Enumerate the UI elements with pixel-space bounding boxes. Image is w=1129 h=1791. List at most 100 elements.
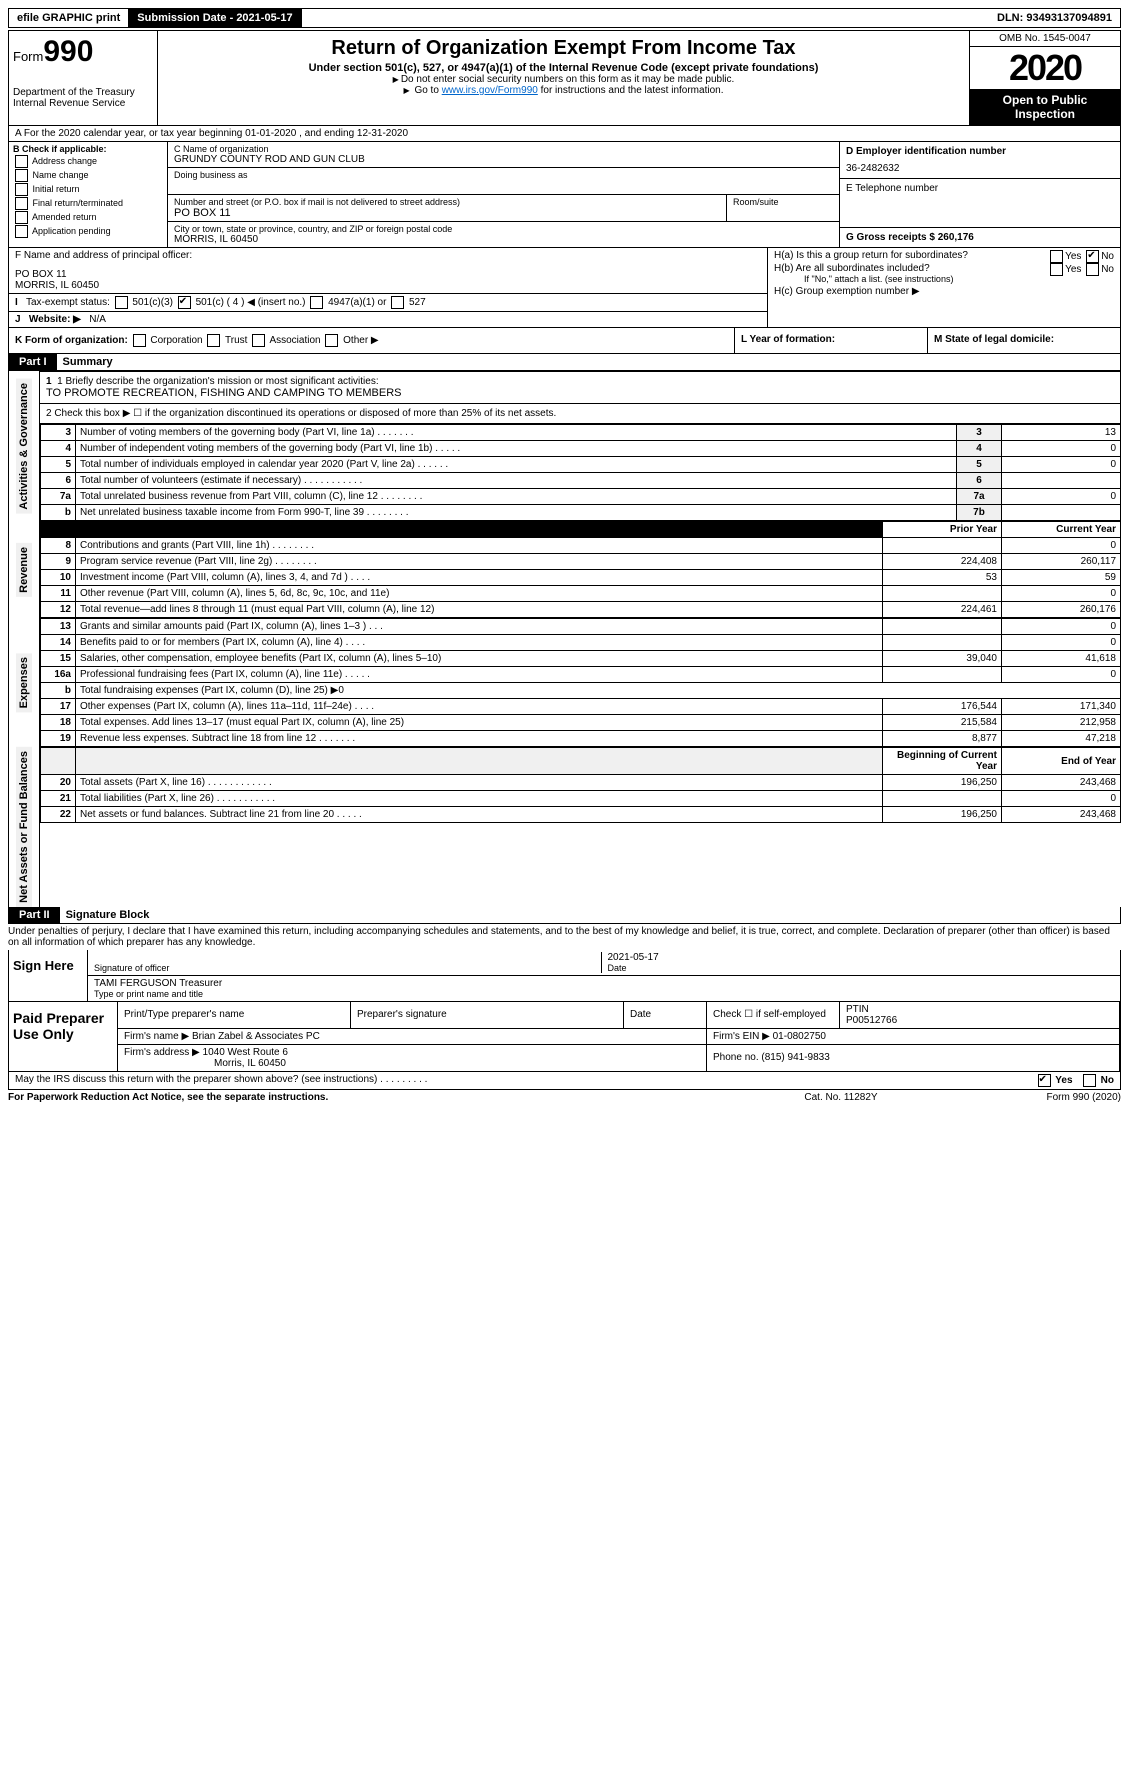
part2-badge: Part II bbox=[9, 907, 60, 923]
governance-table: 3Number of voting members of the governi… bbox=[40, 424, 1121, 521]
cb-name-change[interactable]: Name change bbox=[13, 169, 163, 182]
irs-label: Internal Revenue Service bbox=[13, 98, 153, 109]
q1-label: 1 1 Briefly describe the organization's … bbox=[46, 376, 1114, 387]
form-header: Form990 Department of the Treasury Inter… bbox=[8, 30, 1121, 126]
table-row: 12Total revenue—add lines 8 through 11 (… bbox=[41, 602, 1121, 618]
section-bcd: B Check if applicable: Address change Na… bbox=[8, 142, 1121, 248]
part2-header-row: Part II Signature Block bbox=[8, 907, 1121, 924]
penalties-text: Under penalties of perjury, I declare th… bbox=[8, 924, 1121, 950]
table-row: 16aProfessional fundraising fees (Part I… bbox=[41, 667, 1121, 683]
discuss-row: May the IRS discuss this return with the… bbox=[8, 1072, 1121, 1090]
table-row: bTotal fundraising expenses (Part IX, co… bbox=[41, 683, 1121, 699]
part1-header-row: Part I Summary bbox=[8, 354, 1121, 371]
row-k-form-org: K Form of organization: Corporation Trus… bbox=[9, 328, 735, 353]
row-a-period: A For the 2020 calendar year, or tax yea… bbox=[8, 126, 1121, 142]
part1-title: Summary bbox=[57, 356, 113, 368]
table-row: 3Number of voting members of the governi… bbox=[41, 425, 1121, 441]
row-j-website: J Website: ▶ N/A bbox=[9, 312, 767, 327]
omb-number: OMB No. 1545-0047 bbox=[970, 31, 1120, 47]
revenue-table: Prior YearCurrent Year 8Contributions an… bbox=[40, 521, 1121, 618]
cb-initial-return[interactable]: Initial return bbox=[13, 183, 163, 196]
bottom-line: For Paperwork Reduction Act Notice, see … bbox=[8, 1090, 1121, 1105]
org-address: PO BOX 11 bbox=[174, 207, 720, 219]
table-row: bNet unrelated business taxable income f… bbox=[41, 505, 1121, 521]
org-city: MORRIS, IL 60450 bbox=[174, 234, 833, 245]
sig-date: 2021-05-17 bbox=[608, 952, 659, 963]
row-i-tax-exempt: I Tax-exempt status: 501(c)(3) 501(c) ( … bbox=[9, 294, 767, 312]
cb-discuss-yes bbox=[1038, 1074, 1051, 1087]
table-row: 8Contributions and grants (Part VIII, li… bbox=[41, 538, 1121, 554]
table-row: 10Investment income (Part VIII, column (… bbox=[41, 570, 1121, 586]
table-row: 4Number of independent voting members of… bbox=[41, 441, 1121, 457]
row-klm: K Form of organization: Corporation Trus… bbox=[8, 328, 1121, 354]
vl-netassets: Net Assets or Fund Balances bbox=[16, 747, 32, 907]
vl-expenses: Expenses bbox=[16, 653, 32, 712]
firm-ein: 01-0802750 bbox=[773, 1031, 826, 1042]
table-row: 7aTotal unrelated business revenue from … bbox=[41, 489, 1121, 505]
form-number: Form990 bbox=[13, 35, 153, 69]
col-c-org-info: C Name of organization GRUNDY COUNTY ROD… bbox=[168, 142, 840, 247]
top-bar: efile GRAPHIC print Submission Date - 20… bbox=[8, 8, 1121, 28]
form-footer: Form 990 (2020) bbox=[941, 1092, 1121, 1103]
tax-year: 2020 bbox=[970, 47, 1120, 89]
dept-treasury: Department of the Treasury bbox=[13, 87, 153, 98]
submission-date: Submission Date - 2021-05-17 bbox=[129, 9, 301, 27]
section-fghj: F Name and address of principal officer:… bbox=[8, 248, 1121, 328]
form-subtitle: Under section 501(c), 527, or 4947(a)(1)… bbox=[166, 62, 961, 74]
row-m-state: M State of legal domicile: bbox=[928, 328, 1120, 353]
revenue-grid: Revenue Prior YearCurrent Year 8Contribu… bbox=[8, 521, 1121, 618]
sign-here-label: Sign Here bbox=[9, 950, 88, 1001]
table-row: 6Total number of volunteers (estimate if… bbox=[41, 473, 1121, 489]
officer-addr1: PO BOX 11 bbox=[15, 269, 761, 280]
table-row: 15Salaries, other compensation, employee… bbox=[41, 651, 1121, 667]
gross-receipts: G Gross receipts $ 260,176 bbox=[846, 232, 1114, 243]
table-row: 18Total expenses. Add lines 13–17 (must … bbox=[41, 715, 1121, 731]
cat-no: Cat. No. 11282Y bbox=[741, 1092, 941, 1103]
dln: DLN: 93493137094891 bbox=[302, 9, 1120, 27]
firm-addr1: 1040 West Route 6 bbox=[203, 1047, 288, 1058]
row-l-year: L Year of formation: bbox=[735, 328, 928, 353]
cb-final-return[interactable]: Final return/terminated bbox=[13, 197, 163, 210]
governance-grid: Activities & Governance 1 1 Briefly desc… bbox=[8, 371, 1121, 521]
part2-title: Signature Block bbox=[60, 909, 150, 921]
open-to-public: Open to Public Inspection bbox=[970, 89, 1120, 125]
efile-print[interactable]: efile GRAPHIC print bbox=[9, 9, 129, 27]
q2-checkbox-line: 2 Check this box ▶ ☐ if the organization… bbox=[40, 404, 1121, 424]
col-d-ids: D Employer identification number 36-2482… bbox=[840, 142, 1120, 247]
ein-value: 36-2482632 bbox=[846, 163, 1114, 174]
table-row: 14Benefits paid to or for members (Part … bbox=[41, 635, 1121, 651]
expenses-grid: Expenses 13Grants and similar amounts pa… bbox=[8, 618, 1121, 747]
irs-link[interactable]: www.irs.gov/Form990 bbox=[442, 85, 538, 96]
ssn-note: Do not enter social security numbers on … bbox=[166, 74, 961, 85]
expenses-table: 13Grants and similar amounts paid (Part … bbox=[40, 618, 1121, 747]
table-row: 19Revenue less expenses. Subtract line 1… bbox=[41, 731, 1121, 747]
mission-text: TO PROMOTE RECREATION, FISHING AND CAMPI… bbox=[46, 387, 1114, 399]
hc-group-exemption: H(c) Group exemption number ▶ bbox=[774, 286, 1114, 297]
ptin-value: P00512766 bbox=[846, 1015, 897, 1026]
cb-address-change[interactable]: Address change bbox=[13, 155, 163, 168]
table-row: 13Grants and similar amounts paid (Part … bbox=[41, 619, 1121, 635]
cb-ha-no bbox=[1086, 250, 1099, 263]
firm-addr2: Morris, IL 60450 bbox=[124, 1058, 286, 1069]
table-row: 20Total assets (Part X, line 16) . . . .… bbox=[41, 775, 1121, 791]
ha-group-return: H(a) Is this a group return for subordin… bbox=[774, 250, 1114, 261]
netassets-table: Beginning of Current YearEnd of Year 20T… bbox=[40, 747, 1121, 823]
table-row: 21Total liabilities (Part X, line 26) . … bbox=[41, 791, 1121, 807]
vl-governance: Activities & Governance bbox=[16, 379, 32, 514]
table-row: 22Net assets or fund balances. Subtract … bbox=[41, 807, 1121, 823]
netassets-grid: Net Assets or Fund Balances Beginning of… bbox=[8, 747, 1121, 907]
table-row: 11Other revenue (Part VIII, column (A), … bbox=[41, 586, 1121, 602]
table-row: 5Total number of individuals employed in… bbox=[41, 457, 1121, 473]
cb-amended[interactable]: Amended return bbox=[13, 211, 163, 224]
firm-name: Brian Zabel & Associates PC bbox=[192, 1031, 320, 1042]
officer-addr2: MORRIS, IL 60450 bbox=[15, 280, 761, 291]
firm-phone: (815) 941-9833 bbox=[761, 1052, 829, 1063]
part1-badge: Part I bbox=[9, 354, 57, 370]
officer-name: TAMI FERGUSON Treasurer bbox=[94, 978, 222, 989]
cb-501c4-checked bbox=[178, 296, 191, 309]
table-row: 9Program service revenue (Part VIII, lin… bbox=[41, 554, 1121, 570]
table-row: 17Other expenses (Part IX, column (A), l… bbox=[41, 699, 1121, 715]
paid-preparer-block: Paid Preparer Use Only Print/Type prepar… bbox=[8, 1002, 1121, 1072]
form-title: Return of Organization Exempt From Incom… bbox=[166, 37, 961, 60]
cb-application-pending[interactable]: Application pending bbox=[13, 225, 163, 238]
